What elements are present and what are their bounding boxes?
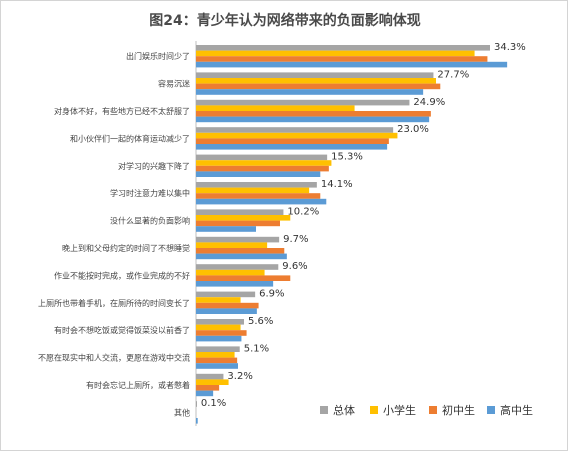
- legend-label: 总体: [333, 403, 355, 417]
- data-label: 15.3%: [331, 152, 363, 163]
- data-label: 24.9%: [413, 97, 445, 108]
- bar-1-5: [196, 154, 328, 161]
- data-label: 0.1%: [201, 398, 226, 409]
- category-label: 和小伙伴们一起的体育运动减少了: [70, 133, 190, 143]
- data-label: 10.2%: [287, 206, 319, 217]
- labels-layer: 出门娱乐时间少了 34.3% 容易沉迷 27.7% 对身体不好，有些地方已经不太舒服了 2…: [38, 42, 526, 417]
- category-label: 不愿在现实中和人交流，更愿在游戏中交流: [38, 353, 190, 363]
- bar-4-7: [196, 226, 256, 232]
- bar-3-5: [196, 165, 329, 172]
- bar-3-11: [196, 330, 247, 336]
- legend-swatch: [429, 406, 437, 414]
- category-label: 有时会忘记上厕所，或者憋着: [86, 380, 190, 390]
- bar-4-9: [196, 281, 274, 287]
- data-label: 3.2%: [227, 371, 252, 382]
- category-label: 学习时注意力难以集中: [110, 188, 190, 198]
- bar-4-10: [196, 308, 257, 314]
- bar-2-8: [196, 242, 268, 248]
- legend-swatch: [487, 406, 495, 414]
- bar-3-10: [196, 302, 259, 309]
- bar-3-13: [196, 385, 220, 391]
- bar-4-5: [196, 171, 321, 177]
- bar-1-3: [196, 99, 410, 106]
- data-label: 5.1%: [244, 343, 269, 354]
- bar-3-1: [196, 56, 488, 62]
- bar-1-6: [196, 182, 317, 188]
- bar-4-2: [196, 89, 424, 95]
- bar-3-4: [196, 138, 389, 144]
- bar-1-4: [196, 127, 394, 133]
- category-label: 出门娱乐时间少了: [126, 51, 190, 61]
- bar-4-4: [196, 144, 388, 150]
- legend-swatch: [320, 406, 328, 414]
- category-label: 有时会不想吃饭或觉得饭菜没以前香了: [54, 325, 190, 335]
- data-label: 9.7%: [283, 234, 308, 245]
- bar-4-13: [196, 390, 214, 397]
- bar-2-10: [196, 297, 241, 303]
- bar-3-7: [196, 220, 280, 227]
- category-label: 作业不能按时完成，或作业完成的不好: [54, 270, 190, 280]
- bar-1-11: [196, 319, 244, 325]
- bar-2-1: [196, 50, 475, 57]
- category-label: 对身体不好，有些地方已经不太舒服了: [54, 106, 190, 116]
- bar-1-7: [196, 209, 284, 215]
- legend: 总体 小学生 初中生 高中生: [320, 403, 533, 417]
- bar-4-11: [196, 335, 242, 342]
- data-label: 23.0%: [397, 124, 429, 135]
- bar-2-9: [196, 269, 265, 276]
- legend-label: 初中生: [442, 403, 475, 417]
- legend-swatch: [370, 406, 378, 414]
- bar-4-1: [196, 61, 508, 68]
- bar-1-14: [196, 401, 197, 407]
- category-label: 其他: [174, 407, 190, 417]
- data-label: 5.6%: [248, 316, 273, 327]
- category-label: 上厕所也带着手机，在厕所待的时间变长了: [38, 298, 190, 308]
- bar-1-8: [196, 236, 280, 243]
- bar-2-7: [196, 215, 291, 221]
- data-label: 27.7%: [437, 69, 469, 80]
- data-label: 14.1%: [321, 179, 353, 190]
- bar-2-4: [196, 132, 398, 139]
- category-label: 对学习的兴趣下降了: [118, 161, 190, 171]
- bar-2-3: [196, 105, 355, 111]
- bar-4-6: [196, 198, 327, 205]
- bar-3-6: [196, 193, 321, 199]
- bar-1-2: [196, 72, 434, 78]
- category-label: 晚上到和父母约定的时间了不想睡觉: [62, 243, 190, 253]
- bar-1-10: [196, 291, 256, 298]
- bar-3-3: [196, 111, 431, 117]
- bar-4-8: [196, 253, 287, 260]
- category-label: 容易沉迷: [158, 79, 190, 89]
- bar-3-8: [196, 248, 285, 254]
- data-label: 34.3%: [494, 42, 526, 53]
- bar-4-12: [196, 363, 238, 369]
- bar-2-13: [196, 379, 229, 385]
- bar-1-1: [196, 45, 490, 51]
- bar-2-2: [196, 78, 436, 84]
- bar-1-9: [196, 264, 279, 270]
- bar-4-14: [196, 418, 198, 424]
- bar-3-12: [196, 357, 238, 364]
- bar-2-5: [196, 160, 332, 166]
- bar-2-11: [196, 324, 241, 331]
- bars-layer: [196, 45, 508, 424]
- bar-2-6: [196, 187, 310, 194]
- bar-4-3: [196, 116, 430, 123]
- bar-1-12: [196, 346, 240, 352]
- legend-label: 高中生: [500, 403, 533, 417]
- data-label: 9.6%: [282, 261, 307, 272]
- bar-3-2: [196, 83, 441, 90]
- category-label: 没什么显著的负面影响: [110, 216, 190, 226]
- bar-1-13: [196, 373, 224, 380]
- bar-3-9: [196, 275, 291, 281]
- data-label: 6.9%: [259, 289, 284, 300]
- legend-label: 小学生: [383, 403, 416, 417]
- bar-2-12: [196, 352, 235, 358]
- chart-title: 图24：青少年认为网络带来的负面影响体现: [149, 12, 420, 29]
